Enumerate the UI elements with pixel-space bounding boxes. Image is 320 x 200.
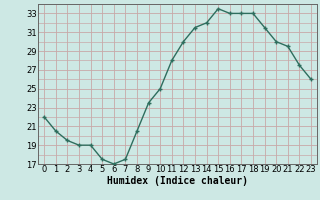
X-axis label: Humidex (Indice chaleur): Humidex (Indice chaleur) [107, 176, 248, 186]
